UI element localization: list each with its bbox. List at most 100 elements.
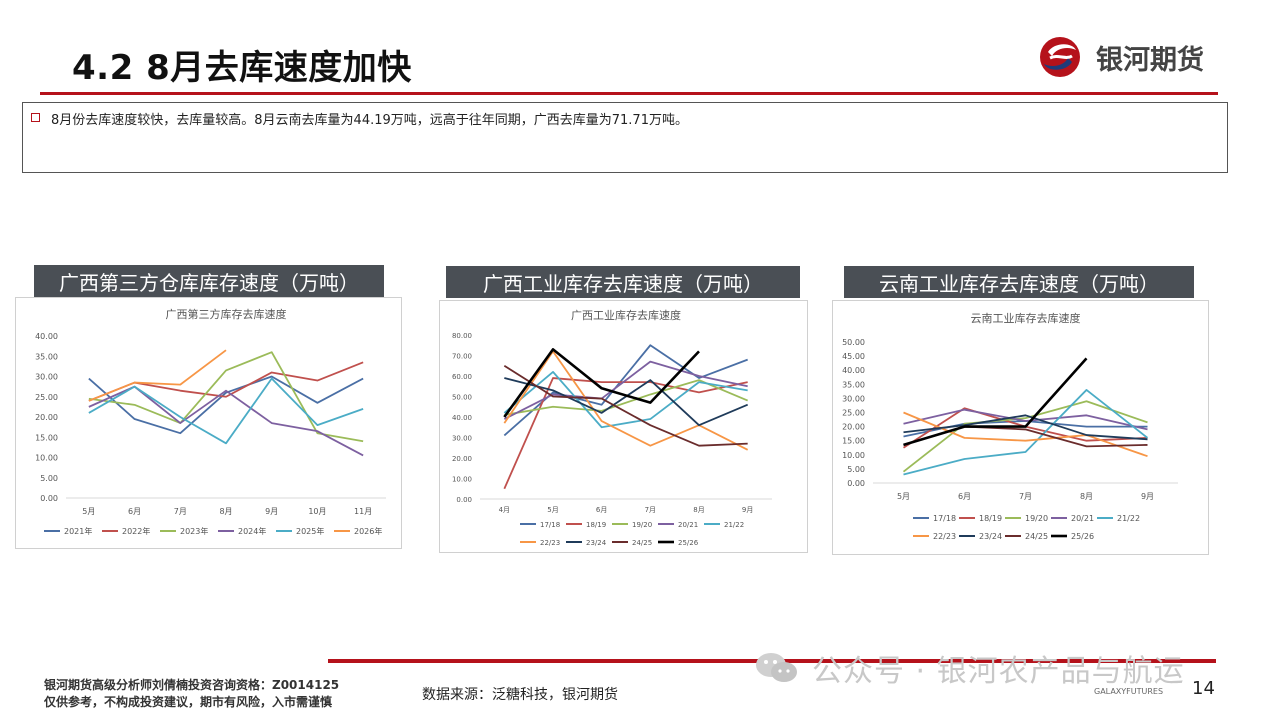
x-tick-label: 9月 [742,506,753,514]
x-tick-label: 5月 [547,506,558,514]
y-tick-label: 30.00 [35,373,58,382]
legend-label: 20/21 [1071,514,1094,523]
series-line-2021年 [88,375,364,435]
chart-gx-industrial-svg: 广西工业库存去库速度 0.00 10.00 20.00 30.00 40.00 50.00 6… [452,308,772,547]
y-tick-label: 70.00 [452,353,472,361]
x-tick-label: 5月 [897,492,910,501]
legend-label: 2022年 [122,526,150,536]
summary-text: 8月份去库速度较快，去库量较高。8月云南去库量为44.19万吨，远高于往年同期，… [51,113,688,128]
series-line-18/19 [503,377,748,490]
bullet-icon [31,113,40,122]
y-tick-label: 10.00 [35,454,58,463]
series-line-24/25 [503,364,748,447]
x-tick-label: 9月 [1141,492,1154,501]
summary-box: 8月份去库速度较快，去库量较高。8月云南去库量为44.19万吨，远高于往年同期，… [22,102,1228,173]
chart-yn-industrial-svg: 云南工业库存去库速度 0.00 5.00 10.00 15.00 20.00 25.00 30… [842,311,1178,541]
legend-label: 22/23 [540,539,560,547]
legend-label: 24/25 [1025,532,1048,541]
legend-label: 2021年 [64,526,92,536]
page-title: 4.2 8月去库速度加快 [72,48,412,88]
header-divider [40,92,1218,95]
chart-gx-industrial: 广西工业库存去库速度 0.00 10.00 20.00 30.00 40.00 50.00 6… [439,300,808,553]
y-tick-label: 5.00 [40,474,58,483]
x-tick-label: 8月 [219,507,232,516]
y-tick-label: 30.00 [842,394,865,403]
brand-name: 银河期货 [1096,45,1204,76]
x-tick-label: 6月 [128,507,141,516]
series-line-2025年 [88,377,364,445]
legend-label: 2023年 [180,526,208,536]
series-line-22/23 [903,411,1148,458]
watermark: 公众号 · 银河农产品与航运 [812,654,1185,689]
y-tick-label: 40.00 [842,366,865,375]
wechat-icon [756,653,797,682]
y-tick-label: 40.00 [35,332,58,341]
y-tick-label: 60.00 [452,373,472,381]
legend-label: 25/26 [1071,532,1094,541]
legend-label: 25/26 [678,539,699,547]
x-tick-label: 6月 [958,492,971,501]
x-tick-label: 11月 [354,507,372,516]
y-tick-label: 0.00 [40,494,58,503]
series-line-21/22 [903,389,1149,476]
y-tick-label: 80.00 [452,332,472,340]
chart-gx-third-party-svg: 广西第三方库存去库速度 0.00 5.00 10.00 15.00 20.00 25.00 3… [35,307,386,536]
y-tick-label: 15.00 [842,437,865,446]
y-tick-label: 0.00 [847,479,865,488]
series-line-20/21 [903,408,1148,431]
x-tick-label: 6月 [596,506,607,514]
page-number: 14 [1192,678,1215,699]
y-tick-label: 10.00 [452,476,472,484]
legend-label: 18/19 [586,521,606,529]
chart-title: 广西工业库存去库速度 [571,308,681,322]
analyst-line: 银河期货高级分析师刘倩楠投资咨询资格：Z0014125 [44,678,340,692]
x-tick-label: 4月 [499,506,510,514]
panel-heading-gx-industrial: 广西工业库存去库速度（万吨） [446,266,800,298]
y-tick-label: 50.00 [842,338,865,347]
data-source: 数据来源：泛糖科技，银河期货 [422,687,618,703]
y-tick-label: 35.00 [35,352,58,361]
y-tick-label: 25.00 [842,409,865,418]
series-line-23/24 [903,414,1148,441]
x-tick-label: 10月 [308,507,326,516]
series-line-22/23 [503,350,749,451]
chart-title: 广西第三方库存去库速度 [166,307,287,321]
series-line-20/21 [503,360,748,420]
series-line-21/22 [503,371,748,429]
legend-label: 17/18 [540,521,560,529]
x-tick-label: 5月 [82,507,95,516]
legend-label: 21/22 [724,521,744,529]
chart-gx-third-party: 广西第三方库存去库速度 0.00 5.00 10.00 15.00 20.00 25.00 3… [15,297,402,549]
x-tick-label: 7月 [645,506,656,514]
chart-title: 云南工业库存去库速度 [971,311,1081,325]
x-tick-label: 7月 [1019,492,1032,501]
legend-label: 20/21 [678,521,698,529]
legend-label: 22/23 [933,532,956,541]
legend-label: 23/24 [979,532,1002,541]
legend-label: 2024年 [238,526,266,536]
panel-heading-gx-third-party: 广西第三方仓库库存速度（万吨） [34,265,384,297]
legend-label: 2026年 [354,526,382,536]
chart-yn-industrial: 云南工业库存去库速度 0.00 5.00 10.00 15.00 20.00 25.00 30… [832,300,1209,555]
footer-disclaimer: 银河期货高级分析师刘倩楠投资咨询资格：Z0014125 仅供参考，不构成投资建议… [44,677,339,711]
legend-label: 21/22 [1117,514,1140,523]
legend-label: 19/20 [632,521,652,529]
y-tick-label: 25.00 [35,393,58,402]
y-tick-label: 20.00 [842,423,865,432]
panel-heading-yn-industrial: 云南工业库存去库速度（万吨） [844,266,1194,298]
legend-label: 24/25 [632,539,652,547]
x-tick-label: 8月 [693,506,704,514]
brand-small: GALAXYFUTURES [1094,687,1164,696]
legend-label: 18/19 [979,514,1002,523]
series-line-2026年 [88,349,227,402]
series-line-2022年 [88,361,364,402]
legend-label: 2025年 [296,526,324,536]
y-tick-label: 0.00 [456,496,472,504]
y-tick-label: 40.00 [452,414,472,422]
risk-disclaimer: 仅供参考，不构成投资建议，期市有风险，入市需谨慎 [44,695,333,709]
series-line-17/18 [503,344,748,437]
y-tick-label: 10.00 [842,451,865,460]
y-tick-label: 30.00 [452,435,472,443]
series-line-25/26 [503,348,700,418]
galaxy-logo-icon [1040,37,1080,77]
